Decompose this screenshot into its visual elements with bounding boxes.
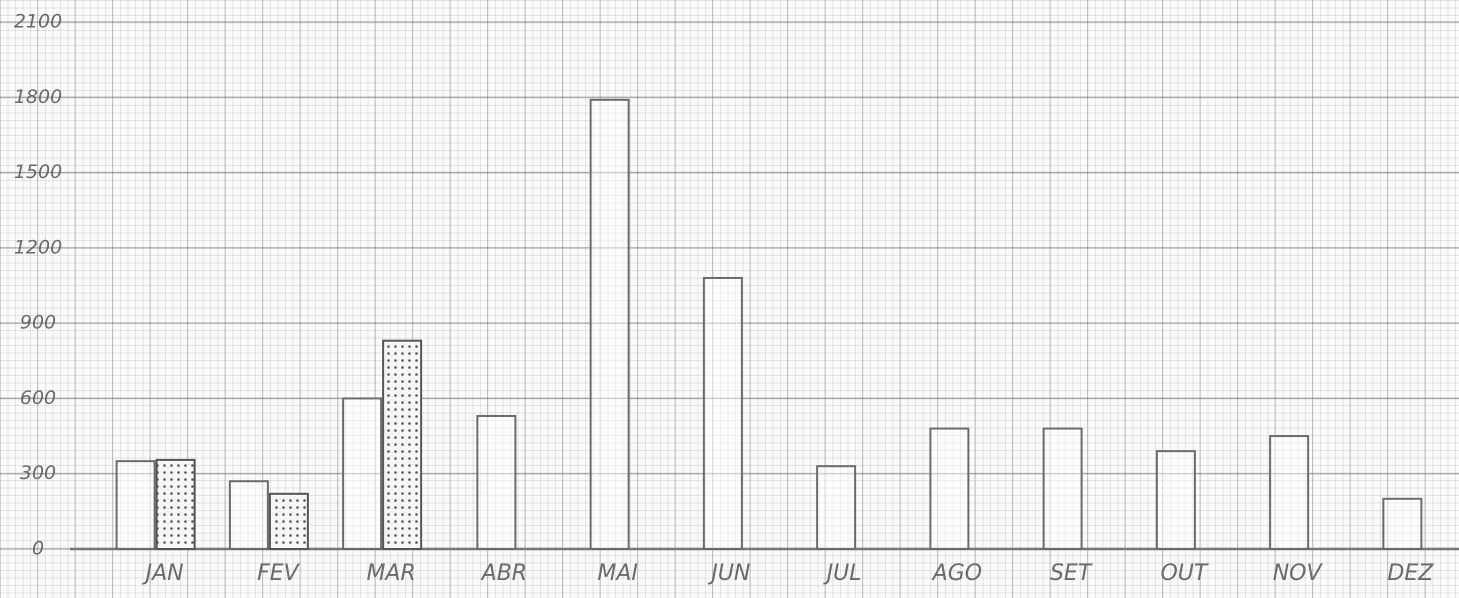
bar: [1269, 435, 1310, 551]
bar: [342, 397, 383, 550]
x-tick-label: JUL: [823, 561, 862, 586]
bar: [476, 414, 517, 550]
x-tick-label: MAI: [597, 561, 638, 586]
bar: [1382, 497, 1423, 550]
x-tick-label: JAN: [142, 561, 184, 586]
bar: [929, 427, 970, 550]
x-tick-label: MAR: [366, 561, 415, 586]
x-tick-label: AGO: [931, 561, 982, 586]
x-tick-label: DEZ: [1387, 561, 1434, 586]
x-tick-label: NOV: [1273, 561, 1324, 586]
x-tick-label: FEV: [257, 561, 301, 586]
x-tick-label: ABR: [480, 561, 527, 586]
dotted-bar: [382, 339, 423, 551]
dotted-bar: [268, 492, 309, 550]
dotted-bar: [155, 458, 196, 550]
bar: [1042, 427, 1083, 550]
bar: [702, 276, 743, 550]
bar: [816, 465, 857, 550]
bar: [115, 460, 156, 550]
x-tick-label: OUT: [1160, 561, 1208, 586]
bar: [589, 98, 630, 551]
bar: [228, 480, 269, 550]
bar: [1155, 450, 1196, 550]
x-tick-label: JUN: [707, 561, 750, 586]
x-tick-label: SET: [1050, 561, 1093, 586]
